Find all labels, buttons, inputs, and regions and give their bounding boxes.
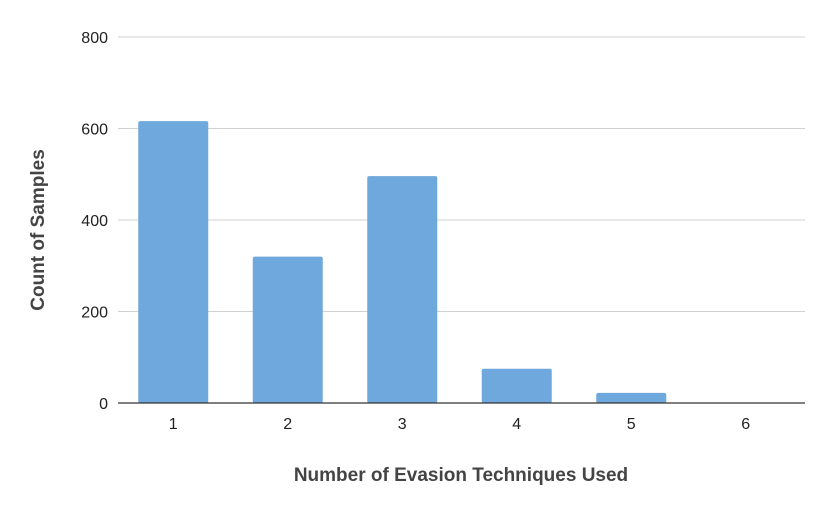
x-tick-label: 4	[512, 416, 521, 433]
y-tick-label: 200	[81, 305, 108, 322]
y-tick-label: 400	[81, 213, 108, 230]
y-tick-labels: 0 200 400 600 800	[81, 30, 108, 413]
x-axis-title: Number of Evasion Techniques Used	[294, 465, 628, 486]
bar-4	[481, 368, 552, 403]
bar-3	[367, 176, 438, 403]
y-axis-title: Count of Samples	[28, 149, 49, 311]
y-tick-label: 800	[81, 30, 108, 47]
x-tick-label: 2	[283, 416, 292, 433]
y-tick-label: 600	[81, 122, 108, 139]
y-tick-label: 0	[99, 396, 108, 413]
x-tick-label: 6	[741, 416, 750, 433]
x-tick-labels: 1 2 3 4 5 6	[169, 416, 751, 433]
x-tick-label: 5	[627, 416, 636, 433]
x-tick-label: 3	[398, 416, 407, 433]
bar-2	[252, 256, 323, 403]
gridlines	[118, 36, 805, 312]
bar-1	[138, 121, 209, 404]
bars	[138, 121, 667, 404]
x-tick-label: 1	[169, 416, 178, 433]
bar-5	[596, 392, 667, 403]
